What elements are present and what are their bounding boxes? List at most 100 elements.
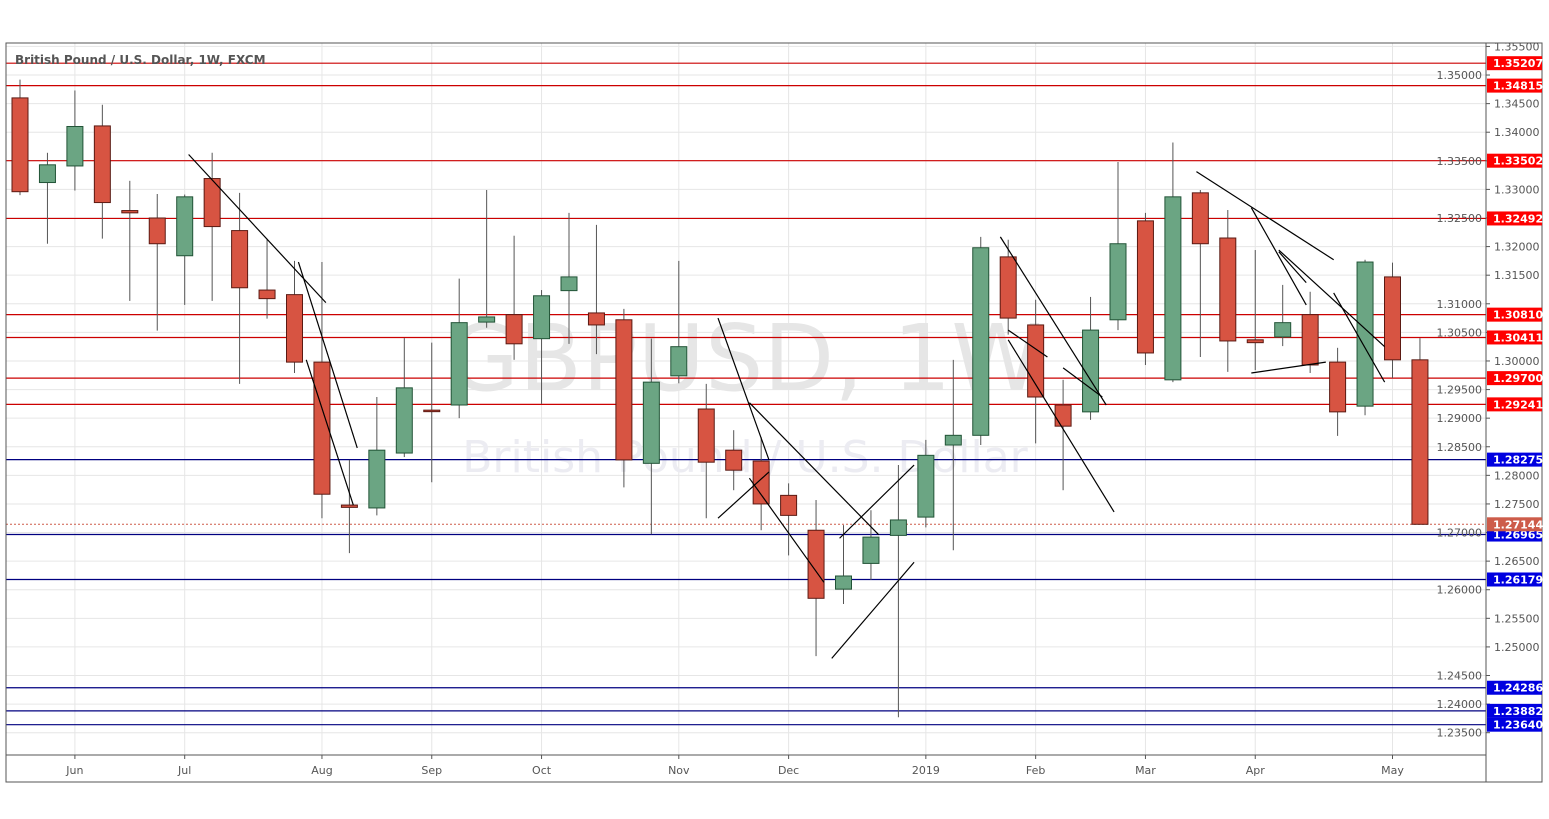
trendline [305,359,354,506]
candle [478,189,496,328]
level-label: 1.30810 [1493,309,1543,322]
candle-body-up [395,387,413,454]
candle-body-down [752,460,770,505]
candle-body-up [1274,322,1292,338]
level-label-bg [1487,56,1542,71]
candle [862,510,880,581]
candle-body-down [587,312,605,326]
candle-body-up [889,519,907,536]
candle-body-down [999,256,1017,319]
candle [752,437,770,531]
level-label: 1.35207 [1493,57,1543,70]
candle [917,439,935,528]
chart-title: British Pound / U.S. Dollar, 1W, FXCM [15,53,266,67]
trendline [1333,292,1386,383]
candle [615,308,633,488]
candle-body-down [231,230,249,289]
trendlines [188,154,1386,659]
level-label-bg [1487,371,1542,386]
candle-body-up [450,322,468,406]
y-tick-label: 1.32500 [1437,212,1483,225]
y-tick-label: 1.23500 [1437,727,1483,740]
trendline [1196,171,1335,261]
y-tick-label: 1.33000 [1494,183,1540,196]
x-tick-label: Dec [778,764,799,777]
candle [944,359,962,551]
level-label-bg [1487,307,1542,322]
candle-body-up [917,454,935,518]
candle-body-down [1301,314,1319,366]
trendline [1062,367,1103,398]
candle [1082,296,1100,420]
candle [697,383,715,519]
candle [725,430,743,491]
candle-body-down [423,409,441,413]
y-tick-label: 1.26000 [1437,584,1483,597]
candle-body-down [1027,324,1045,398]
candle [11,79,29,196]
candle [368,396,386,516]
candle-body-up [972,247,990,436]
trendline [188,154,327,304]
level-label-bg [1487,703,1542,718]
trendline [1251,361,1326,374]
candle [148,193,166,331]
level-labels: 1.35207 1.34815 1.33502 1.32492 1.30810 1.304… [1487,56,1543,732]
y-tick-label: 1.25000 [1494,641,1540,654]
candle-body-down [203,178,221,228]
y-tick-label: 1.35500 [1494,40,1540,53]
candle [93,104,111,239]
candle-body-up [478,316,496,323]
level-label-bg [1487,572,1542,587]
candle-body-up [862,536,880,564]
candle [505,235,523,360]
y-tick-label: 1.28500 [1437,441,1483,454]
time-axis[interactable]: Jun Jul Aug Sep Oct Nov Dec 2019 Feb Mar Apr May [65,755,1404,777]
trendline [1278,249,1386,348]
trendline [1007,339,1115,513]
x-tick-label: Aug [311,764,332,777]
chart-frame [5,42,1543,783]
candle [1384,262,1401,379]
candle-body-down [1246,339,1264,344]
candles [11,79,1429,718]
candle-body-up [533,295,551,340]
trendline [748,477,825,583]
candle [231,192,249,384]
y-tick-label: 1.32000 [1494,241,1540,254]
trendline [831,561,915,659]
candle-body-down [93,125,111,204]
y-tick-label: 1.28000 [1494,469,1540,482]
x-tick-label: Sep [421,764,442,777]
candle [1411,338,1429,525]
y-tick-label: 1.34000 [1494,126,1540,139]
candle [999,239,1017,335]
candle [1191,189,1209,357]
candle-body-up [560,276,578,292]
x-tick-label: Jun [65,764,83,777]
candle-body-down [505,314,523,345]
trendline [748,402,880,536]
y-tick-label: 1.30500 [1437,326,1483,339]
candle [1164,142,1182,383]
candle-body-down [1219,237,1237,342]
y-tick-label: 1.25500 [1494,612,1540,625]
trendline [717,471,770,519]
level-label: 1.29700 [1493,372,1543,385]
trendline [1250,207,1307,306]
candle-body-down [1329,361,1347,413]
level-label-bg [1487,452,1542,467]
level-label: 1.26965 [1493,529,1543,542]
candle-body-down [11,97,29,193]
level-label: 1.26179 [1493,573,1543,586]
price-axis[interactable]: 1.23500 1.24000 1.24500 1.25000 1.25500 1.260… [1437,40,1540,739]
level-label: 1.34815 [1493,80,1543,93]
trendline [839,464,915,539]
level-label: 1.33502 [1493,155,1543,168]
last-price-label-bg [1487,517,1542,532]
trendline [1007,329,1048,358]
y-tick-label: 1.29000 [1437,412,1483,425]
y-tick-label: 1.27000 [1437,527,1483,540]
x-tick-label: 2019 [912,764,940,777]
